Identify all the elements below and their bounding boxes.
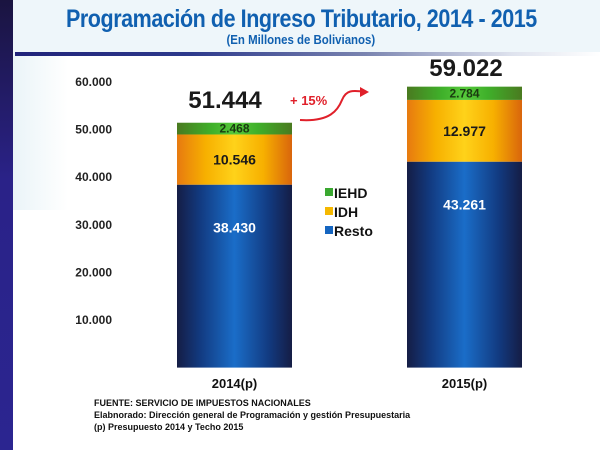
y-axis: 10.000 20.000 30.000 40.000 50.000 60.000 (75, 75, 112, 327)
legend-swatch-iehd (325, 188, 333, 196)
y-tick-label: 10.000 (75, 313, 112, 327)
legend-swatch-idh (325, 207, 333, 215)
bar-segment-resto (177, 184, 292, 368)
y-tick-label: 30.000 (75, 218, 112, 232)
growth-annotation: + 15% (290, 87, 369, 122)
segment-value-label: 43.261 (443, 197, 486, 213)
left-panel-shade (13, 52, 68, 210)
bars (177, 86, 522, 368)
legend-swatch-resto (325, 226, 333, 234)
segment-value-label: 10.546 (213, 152, 256, 168)
bar-segment-resto (407, 161, 522, 368)
footnote-note: (p) Presupuesto 2014 y Techo 2015 (94, 422, 244, 432)
legend-label-idh: IDH (334, 204, 358, 220)
page-subtitle: (En Millones de Bolivianos) (226, 32, 376, 47)
growth-arrow-icon (299, 90, 367, 122)
segment-value-label: 2.468 (219, 122, 249, 136)
x-axis: 2014(p) 2015(p) (212, 376, 488, 391)
y-tick-label: 20.000 (75, 265, 112, 279)
legend: IEHD IDH Resto (325, 185, 373, 239)
page-title: Programación de Ingreso Tributario, 2014… (65, 5, 537, 33)
segment-value-label: 2.784 (449, 86, 479, 100)
bar-segment-idh (407, 99, 522, 162)
total-value-label: 51.444 (188, 87, 262, 114)
header-band (13, 0, 600, 52)
footnote-elaborated: Elabnorado: Dirección general de Program… (94, 410, 411, 420)
total-labels: 51.444 59.022 (188, 55, 502, 114)
legend-label-resto: Resto (334, 223, 373, 239)
bar-segment-idh (177, 134, 292, 185)
side-decoration-bar (0, 0, 13, 450)
growth-label: + 15% (290, 93, 328, 108)
y-tick-label: 40.000 (75, 170, 112, 184)
bar-segment-iehd (177, 122, 292, 135)
y-tick-label: 60.000 (75, 75, 112, 89)
x-category-label: 2015(p) (442, 376, 488, 391)
segment-labels: 38.430 10.546 2.468 43.261 12.977 2.784 (213, 86, 486, 235)
segment-value-label: 38.430 (213, 220, 256, 236)
header-separator (15, 52, 600, 56)
footnote-source: FUENTE: SERVICIO DE IMPUESTOS NACIONALES (94, 398, 311, 408)
x-category-label: 2014(p) (212, 376, 258, 391)
growth-arrowhead-icon (360, 87, 369, 97)
y-tick-label: 50.000 (75, 123, 112, 137)
legend-label-iehd: IEHD (334, 185, 367, 201)
segment-value-label: 12.977 (443, 123, 486, 139)
bar-segment-iehd (407, 86, 522, 100)
total-value-label: 59.022 (429, 55, 502, 82)
